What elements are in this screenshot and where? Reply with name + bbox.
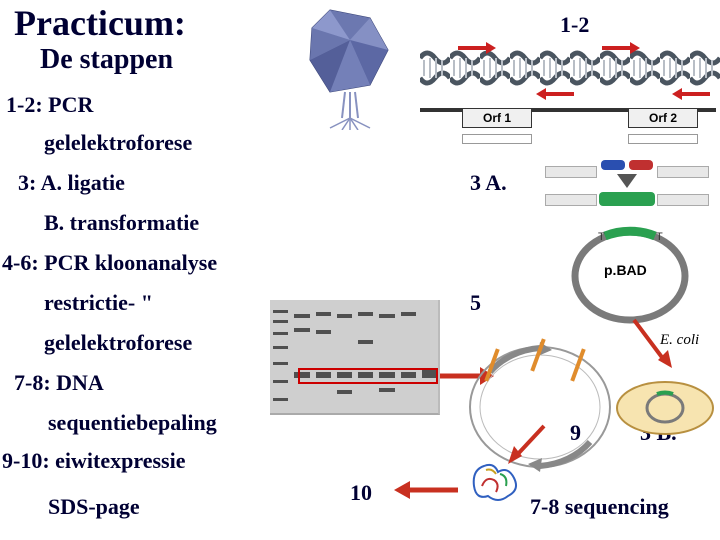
orf1-box: Orf 1 bbox=[462, 108, 532, 128]
gel-band bbox=[379, 314, 394, 318]
fig-label-1-2: 1-2 bbox=[560, 12, 589, 38]
orf2-box: Orf 2 bbox=[628, 108, 698, 128]
page-title: Practicum: bbox=[14, 2, 186, 44]
gel-band bbox=[273, 320, 288, 323]
phage-icon bbox=[270, 0, 440, 135]
gel-band bbox=[358, 340, 373, 344]
gel-band bbox=[273, 380, 288, 383]
gel-band bbox=[337, 314, 352, 318]
gel-band bbox=[273, 346, 288, 349]
primer-arrow-left-1 bbox=[536, 86, 576, 107]
gel-band bbox=[379, 388, 394, 392]
step-restriction: restrictie- " bbox=[44, 290, 153, 316]
gel-band bbox=[273, 310, 288, 313]
primer-arrow-right-2 bbox=[600, 40, 640, 61]
gel-band bbox=[294, 314, 309, 318]
red-arrow-to-10 bbox=[392, 478, 462, 507]
gel-band bbox=[358, 312, 373, 316]
orf1-bar bbox=[462, 134, 532, 144]
ligation-diagram bbox=[545, 160, 715, 220]
step-4-6-clone: 4-6: PCR kloonanalyse bbox=[2, 250, 217, 276]
gel-band bbox=[316, 312, 331, 316]
plasmid-label: p.BAD bbox=[604, 262, 647, 278]
step-3b-transformation: B. transformatie bbox=[44, 210, 199, 236]
svg-text:T: T bbox=[598, 231, 605, 243]
gel-band bbox=[337, 390, 352, 394]
primer-arrow-right-1 bbox=[456, 40, 496, 61]
gel-band bbox=[401, 312, 416, 316]
step-9-10-expression: 9-10: eiwitexpressie bbox=[2, 448, 186, 474]
step-7-8-dna: 7-8: DNA bbox=[14, 370, 104, 396]
fig-label-7-8-seq: 7-8 sequencing bbox=[530, 494, 669, 520]
page-subtitle: De stappen bbox=[40, 44, 173, 76]
gel-band bbox=[294, 328, 309, 332]
step-3a-ligation: 3: A. ligatie bbox=[18, 170, 125, 196]
fig-label-5: 5 bbox=[470, 290, 481, 316]
step-gel-2: gelelektroforese bbox=[44, 330, 192, 356]
gel-band bbox=[316, 330, 331, 334]
orf2-bar bbox=[628, 134, 698, 144]
gel-band bbox=[273, 362, 288, 365]
fig-label-10: 10 bbox=[350, 480, 372, 506]
gel-highlight bbox=[298, 368, 438, 384]
gel-band bbox=[273, 398, 288, 401]
fig-label-3a: 3 A. bbox=[470, 170, 507, 196]
ecoli-icon bbox=[610, 368, 720, 453]
step-1-2-pcr: 1-2: PCR bbox=[6, 92, 93, 118]
primer-arrow-left-2 bbox=[672, 86, 712, 107]
step-sds-page: SDS-page bbox=[48, 494, 140, 520]
step-gel-1: gelelektroforese bbox=[44, 130, 192, 156]
step-sequencing: sequentiebepaling bbox=[48, 410, 217, 436]
gel-band bbox=[273, 332, 288, 335]
protein-icon bbox=[468, 456, 524, 511]
svg-text:T: T bbox=[656, 231, 663, 243]
gel-image bbox=[270, 300, 440, 415]
